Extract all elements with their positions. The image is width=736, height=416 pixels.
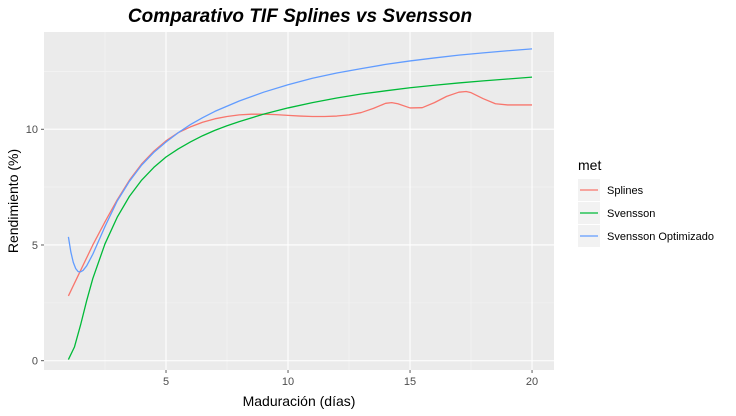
series-line-2 [67,48,533,273]
legend: met Splines Svensson Svensson Optimizado [578,157,714,247]
y-axis-title: Rendimiento (%) [5,149,21,253]
x-tick-label: 20 [526,376,538,388]
plot-panel [44,32,554,370]
x-tick-label: 15 [404,376,416,388]
grid-major [44,32,554,370]
x-tick-label: 10 [282,376,294,388]
legend-label-2: Svensson Optimizado [607,231,714,243]
legend-title: met [578,157,601,173]
y-tick-label: 0 [32,356,38,368]
series-line-0 [67,90,533,297]
grid-minor [44,32,554,370]
x-axis-title: Maduración (días) [243,393,356,409]
chart-title: Comparativo TIF Splines vs Svensson [128,6,472,27]
y-axis-ticks: 0 5 10 [26,124,44,368]
series-lines [67,48,533,360]
y-tick-label: 10 [26,124,38,136]
series-line-1 [67,76,533,360]
x-tick-label: 5 [163,376,169,388]
legend-label-0: Splines [607,185,644,197]
x-axis-ticks: 5 10 15 20 [163,370,538,388]
legend-label-1: Svensson [607,208,655,220]
y-tick-label: 5 [32,240,38,252]
